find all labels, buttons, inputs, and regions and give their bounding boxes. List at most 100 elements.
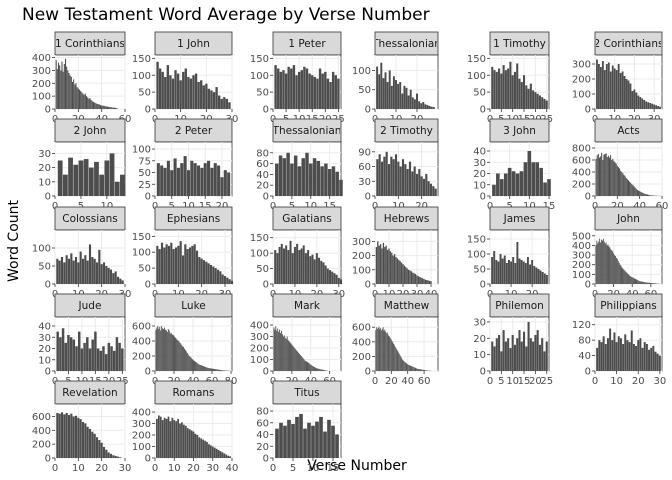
bar	[522, 75, 526, 109]
bar	[650, 282, 652, 284]
facet-strip-label: Matthew	[384, 300, 430, 312]
bar	[200, 365, 202, 371]
bar	[602, 238, 604, 284]
bar	[607, 62, 610, 109]
bar	[534, 335, 537, 371]
bar	[405, 87, 408, 109]
bar	[220, 369, 222, 371]
bar	[178, 341, 180, 371]
bar	[280, 333, 281, 371]
facet-strip-label: 2 John	[74, 125, 107, 137]
bar	[639, 97, 642, 109]
bar	[177, 245, 180, 284]
bar	[173, 420, 176, 458]
bar	[430, 281, 432, 284]
facet-strip-label: Mark	[294, 300, 321, 312]
y-tick-label: 20	[38, 344, 51, 355]
bar	[94, 161, 99, 196]
bar	[500, 73, 503, 109]
y-tick-label: 0	[480, 367, 486, 378]
bar	[305, 68, 309, 109]
bar	[518, 78, 521, 109]
bar	[193, 244, 196, 284]
bar	[316, 368, 317, 371]
bar	[513, 71, 517, 109]
bar	[290, 68, 293, 109]
bar	[200, 438, 203, 458]
bar	[537, 269, 540, 284]
y-tick-label: 200	[250, 344, 269, 355]
bar	[630, 182, 632, 196]
bar	[640, 281, 642, 284]
facet-strip-label: 1 Timothy	[493, 38, 546, 50]
bar	[163, 417, 166, 458]
y-tick-label: 30	[358, 177, 371, 188]
y-tick-label: 0	[45, 454, 51, 465]
bar	[83, 159, 89, 196]
bar	[209, 368, 211, 371]
bar	[300, 70, 303, 109]
x-tick-label: 15	[518, 376, 531, 387]
y-tick-label: 30	[38, 333, 51, 344]
bar	[160, 330, 162, 371]
bar	[635, 279, 637, 284]
y-tick-label: 10	[38, 355, 51, 366]
bar	[63, 64, 65, 109]
bar	[216, 369, 218, 371]
bar	[608, 246, 610, 284]
bar	[169, 75, 172, 109]
bar	[495, 260, 498, 284]
bar	[525, 346, 528, 371]
bar	[166, 332, 168, 371]
bar	[322, 262, 325, 284]
bar	[381, 248, 383, 284]
bar	[302, 358, 304, 371]
bar	[119, 278, 122, 284]
facet-panel-philippians: Philippians 0 40 80 120 0 10 20 30	[572, 293, 666, 387]
bar	[620, 170, 622, 196]
x-tick-label: 0	[52, 463, 58, 474]
bar	[74, 257, 78, 284]
facet-panel-galatians: Galatians0501001500102030	[250, 206, 345, 300]
bar	[116, 107, 118, 109]
bar	[417, 368, 419, 371]
bar	[616, 166, 618, 196]
x-tick-label: 10	[506, 376, 519, 387]
bar	[291, 253, 294, 284]
bar	[190, 430, 193, 458]
bar	[81, 258, 85, 284]
y-tick-label: 60	[256, 418, 269, 429]
bar	[633, 89, 636, 109]
bar	[282, 336, 284, 371]
bar	[427, 181, 430, 196]
bar	[312, 158, 317, 196]
bar	[629, 83, 632, 109]
bar	[170, 242, 173, 284]
bar	[385, 151, 388, 196]
bar	[221, 452, 224, 458]
bar	[631, 91, 634, 109]
y-tick-label: 0	[365, 105, 371, 116]
bar	[309, 256, 312, 284]
bar	[525, 85, 528, 109]
bar	[66, 66, 68, 109]
bar	[165, 418, 168, 458]
bar	[165, 244, 168, 284]
bar	[518, 258, 521, 284]
bar	[541, 272, 544, 284]
bar	[56, 331, 59, 371]
bar	[613, 68, 616, 109]
y-tick-label: 90	[358, 147, 371, 158]
bar	[512, 257, 515, 284]
bar	[513, 344, 517, 371]
bar	[163, 247, 166, 284]
y-tick-label: 0	[263, 454, 269, 465]
y-tick-label: 40	[473, 147, 486, 158]
bar	[339, 279, 343, 284]
bar	[112, 350, 116, 371]
bar	[399, 354, 400, 371]
bar	[423, 279, 425, 284]
bar	[90, 100, 92, 109]
bar	[313, 76, 317, 109]
bar	[104, 160, 110, 196]
